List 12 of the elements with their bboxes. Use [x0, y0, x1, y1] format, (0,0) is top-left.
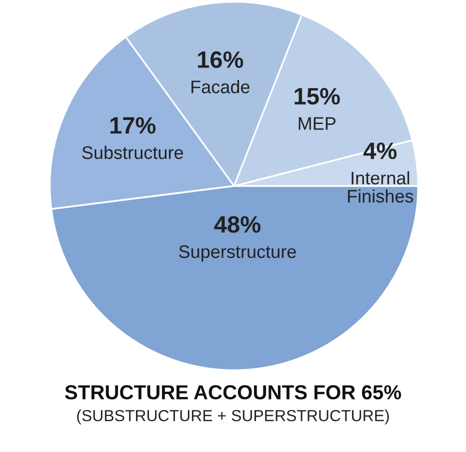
data-label: 4%	[363, 142, 397, 160]
text: (SUBSTRUCTURE + SUPERSTRUCTURE)	[77, 410, 389, 424]
slice-label: MEP	[298, 117, 336, 130]
slice-label: Facade	[192, 80, 250, 94]
slice-label: Substructure	[82, 146, 183, 160]
data-label: 15%	[294, 88, 340, 105]
slice-label: Internal Finishes	[348, 171, 414, 203]
text: STRUCTURE ACCOUNTS FOR 65%	[65, 385, 402, 400]
slice-label: Superstructure	[179, 245, 296, 262]
data-label: 16%	[198, 51, 244, 68]
data-label: 48%	[214, 216, 260, 233]
data-label: 17%	[110, 117, 156, 134]
